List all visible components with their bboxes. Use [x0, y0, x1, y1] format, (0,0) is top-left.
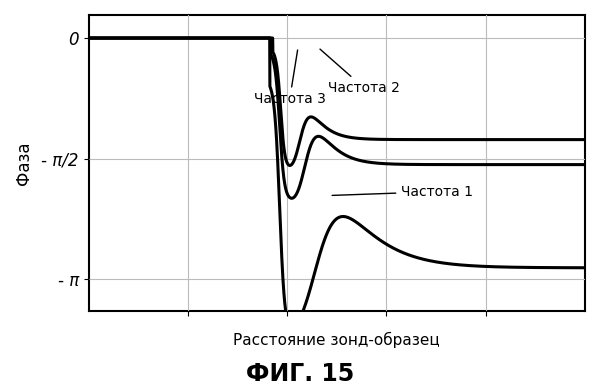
Y-axis label: Фаза: Фаза — [15, 141, 33, 184]
Text: Частота 2: Частота 2 — [320, 49, 400, 95]
X-axis label: Расстояние зонд-образец: Расстояние зонд-образец — [233, 332, 440, 348]
Text: Частота 1: Частота 1 — [332, 184, 473, 199]
Text: Частота 3: Частота 3 — [254, 50, 326, 106]
Text: ФИГ. 15: ФИГ. 15 — [246, 362, 354, 386]
